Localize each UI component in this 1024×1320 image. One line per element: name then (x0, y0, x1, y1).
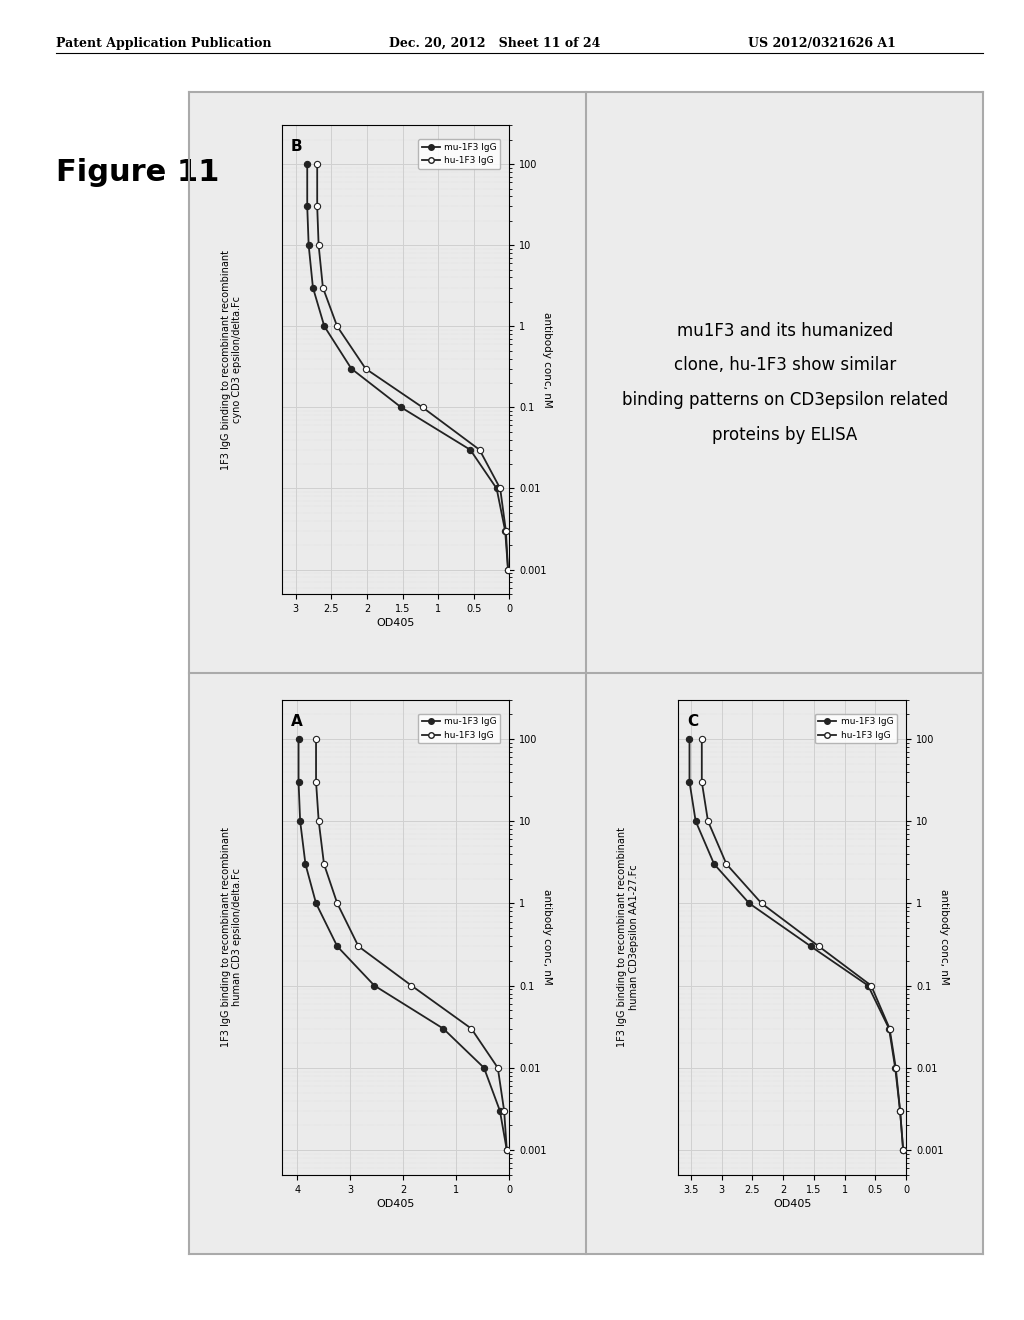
Text: Dec. 20, 2012   Sheet 11 of 24: Dec. 20, 2012 Sheet 11 of 24 (389, 37, 600, 50)
Text: 1F3 IgG binding to recombinant recombinant
human CD3epsilon AA1-27.Fc: 1F3 IgG binding to recombinant recombina… (617, 828, 639, 1047)
Text: C: C (687, 714, 698, 729)
Text: US 2012/0321626 A1: US 2012/0321626 A1 (748, 37, 895, 50)
Y-axis label: antibody conc, nM: antibody conc, nM (939, 890, 949, 985)
Text: 1F3 IgG binding to recombinant recombinant
human CD3 epsilon/delta.Fc: 1F3 IgG binding to recombinant recombina… (221, 828, 243, 1047)
Text: Figure 11: Figure 11 (56, 158, 220, 187)
Y-axis label: antibody conc, nM: antibody conc, nM (543, 890, 552, 985)
Legend: mu-1F3 IgG, hu-1F3 IgG: mu-1F3 IgG, hu-1F3 IgG (815, 714, 897, 743)
Text: mu1F3 and its humanized
clone, hu-1F3 show similar
binding patterns on CD3epsilo: mu1F3 and its humanized clone, hu-1F3 sh… (622, 322, 948, 444)
Text: B: B (291, 140, 302, 154)
Text: 1F3 IgG binding to recombinant recombinant
cyno CD3 epsilon/delta.Fc: 1F3 IgG binding to recombinant recombina… (221, 249, 243, 470)
Text: Patent Application Publication: Patent Application Publication (56, 37, 271, 50)
Legend: mu-1F3 IgG, hu-1F3 IgG: mu-1F3 IgG, hu-1F3 IgG (418, 714, 501, 743)
X-axis label: OD405: OD405 (377, 1199, 415, 1209)
Legend: mu-1F3 IgG, hu-1F3 IgG: mu-1F3 IgG, hu-1F3 IgG (418, 140, 501, 169)
Text: A: A (291, 714, 302, 729)
X-axis label: OD405: OD405 (773, 1199, 811, 1209)
X-axis label: OD405: OD405 (377, 618, 415, 628)
Y-axis label: antibody conc, nM: antibody conc, nM (543, 312, 552, 408)
